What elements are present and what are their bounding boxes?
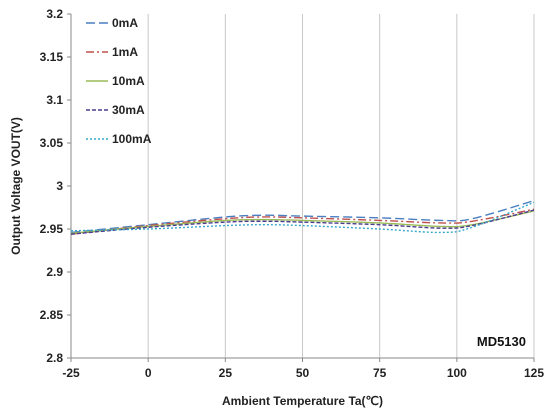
y-tick-label-5: 3.05	[40, 136, 64, 150]
y-tick-label-8: 3.2	[46, 7, 63, 21]
series-line-1mA	[70, 208, 535, 235]
x-tick-label-4: 75	[373, 366, 387, 380]
y-tick-label-3: 2.95	[40, 222, 64, 236]
x-tick-label-1: 0	[145, 366, 152, 380]
y-tick-label-1: 2.85	[40, 308, 64, 322]
y-tick-label-2: 2.9	[46, 265, 63, 279]
x-tick-label-2: 25	[219, 366, 233, 380]
x-tick-label-3: 50	[296, 366, 310, 380]
y-tick-label-0: 2.8	[46, 351, 63, 365]
x-tick-label-5: 100	[447, 366, 467, 380]
legend-label-100mA: 100mA	[112, 132, 152, 146]
y-tick-labels: 2.8 2.85 2.9 2.95 3 3.05 3.1 3.15 3.2	[40, 7, 64, 365]
series-line-30mA	[70, 209, 535, 235]
legend-label-0mA: 0mA	[112, 16, 138, 30]
x-tick-label-0: -25	[62, 366, 80, 380]
legend-label-10mA: 10mA	[112, 74, 145, 88]
legend: 0mA 1mA 10mA 30mA 100mA	[86, 16, 152, 146]
x-tick-labels: -25 0 25 50 75 100 125	[62, 366, 544, 380]
y-axis-title: Output Voltage VOUT(V)	[9, 117, 23, 255]
series-lines	[70, 199, 535, 235]
chart-annotation: MD5130	[477, 334, 526, 349]
legend-label-1mA: 1mA	[112, 45, 138, 59]
plot-frame	[67, 13, 535, 362]
series-line-10mA	[70, 210, 535, 234]
y-tick-label-6: 3.1	[46, 93, 63, 107]
legend-label-30mA: 30mA	[112, 103, 145, 117]
series-line-0mA	[70, 199, 535, 234]
grid-lines	[70, 14, 535, 358]
x-axis-title: Ambient Temperature Ta(℃)	[222, 394, 383, 408]
x-tick-label-6: 125	[524, 366, 544, 380]
series-line-100mA	[70, 201, 535, 234]
y-tick-label-7: 3.15	[40, 50, 64, 64]
y-tick-label-4: 3	[56, 179, 63, 193]
